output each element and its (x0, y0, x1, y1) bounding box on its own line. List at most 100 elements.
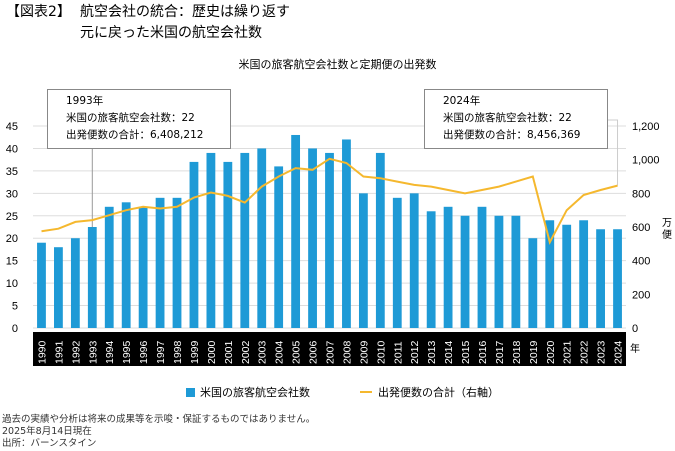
legend-item-bars: 米国の旅客航空会社数 (186, 384, 310, 400)
x-axis-tick: 2004 (274, 340, 286, 364)
bar-1996 (138, 206, 148, 328)
bar-1990 (37, 242, 46, 328)
bar-2024 (613, 229, 622, 328)
legend-bar-swatch (186, 387, 195, 397)
bar-2022 (579, 220, 589, 328)
x-axis-tick: 1992 (70, 340, 82, 364)
right-axis-tick: 1,000 (632, 155, 660, 167)
annotation-1993-departures: 出発便数の合計：6,408,212 (66, 129, 204, 141)
x-axis-tick: 1990 (36, 340, 48, 364)
right-axis-tick: 1,200 (632, 121, 660, 133)
x-axis-tick: 2012 (409, 340, 421, 364)
right-axis-tick: 800 (632, 188, 650, 200)
annotation-connector (608, 119, 619, 186)
x-axis-tick: 2023 (596, 340, 608, 364)
x-axis-tick: 2024 (613, 340, 625, 364)
bar-1994 (104, 206, 114, 328)
bar-2004 (274, 166, 284, 328)
departures-line (41, 157, 618, 245)
bar-2002 (240, 152, 250, 328)
left-axis-tick: 30 (6, 188, 18, 200)
bar-1998 (172, 197, 182, 328)
legend-bar-label: 米国の旅客航空会社数 (200, 386, 310, 399)
bar-1997 (155, 197, 165, 328)
x-axis-tick: 2013 (426, 340, 438, 364)
left-axis-tick: 25 (6, 211, 18, 223)
x-axis-tick: 2021 (562, 340, 574, 364)
bar-2008 (342, 139, 351, 328)
annotation-1993: 1993年 米国の旅客航空会社数：22 出発便数の合計：6,408,212 (47, 89, 231, 149)
right-axis-tick: 0 (632, 323, 638, 335)
x-axis-tick: 1999 (189, 340, 201, 364)
page-header: 【図表2】 航空会社の統合：歴史は繰り返す 元に戻った米国の航空会社数 (6, 2, 290, 44)
right-axis-tick: 400 (632, 256, 650, 268)
x-axis-tick: 2018 (511, 340, 523, 364)
bar-2006 (308, 148, 317, 328)
bar-2023 (596, 229, 605, 328)
annotation-1993-carriers: 米国の旅客航空会社数：22 (66, 112, 195, 124)
bar-2019 (528, 238, 538, 328)
bar-1992 (70, 238, 80, 328)
x-axis-tick: 1994 (104, 340, 116, 364)
right-axis-tick: 600 (632, 222, 650, 234)
bar-1995 (121, 202, 131, 328)
bar-1993 (87, 227, 97, 328)
legend-line-label: 出発便数の合計（右軸） (378, 386, 499, 399)
disclaimer: 過去の実績や分析は将来の成果等を示唆・保証するものではありません。 (2, 414, 316, 425)
x-axis-tick: 1998 (172, 340, 184, 364)
footer: 過去の実績や分析は将来の成果等を示唆・保証するものではありません。 2025年8… (2, 414, 315, 450)
x-axis-tick: 2002 (240, 340, 252, 364)
x-axis-tick: 2001 (223, 340, 235, 364)
header-title-line2: 元に戻った米国の航空会社数 (80, 25, 262, 41)
bar-2001 (223, 161, 233, 328)
bar-2010 (375, 152, 385, 328)
bar-2009 (358, 193, 368, 328)
as-of-date: 2025年8月14日現在 (2, 426, 92, 437)
x-axis-tick: 2016 (477, 340, 489, 364)
annotation-2024: 2024年 米国の旅客航空会社数：22 出発便数の合計：8,456,369 (424, 89, 608, 149)
bar-2003 (257, 148, 267, 328)
bar-2005 (291, 134, 301, 328)
x-axis-tick: 1995 (121, 340, 133, 364)
x-axis-tick: 1991 (53, 340, 65, 364)
bar-1991 (54, 247, 63, 328)
bar-2018 (511, 215, 521, 328)
x-axis-tick: 2005 (291, 340, 303, 364)
x-axis-tick: 2006 (308, 340, 320, 364)
x-axis-tick: 2010 (375, 340, 387, 364)
annotation-2024-title: 2024年 (443, 95, 481, 107)
x-axis-label: 年 (630, 344, 640, 355)
left-axis-tick: 35 (6, 166, 18, 178)
bar-2007 (325, 152, 334, 328)
bar-2012 (409, 193, 419, 328)
header-title-line1: 航空会社の統合：歴史は繰り返す (80, 4, 290, 20)
x-axis-tick: 2014 (443, 340, 455, 364)
x-axis-band (33, 332, 626, 366)
bar-2020 (545, 220, 555, 328)
left-axis-tick: 0 (12, 323, 18, 335)
chart-title: 米国の旅客航空会社数と定期便の出発数 (238, 58, 437, 71)
x-axis-tick: 1997 (155, 340, 167, 364)
x-axis-tick: 2009 (358, 340, 370, 364)
bar-2011 (392, 197, 402, 328)
x-axis-tick: 2017 (494, 340, 506, 364)
x-axis-tick: 2011 (392, 341, 404, 364)
annotation-2024-carriers: 米国の旅客航空会社数：22 (443, 112, 572, 124)
bar-2014 (443, 206, 453, 328)
left-axis-tick: 10 (6, 278, 18, 290)
x-axis-tick: 2022 (579, 340, 591, 364)
figure-tag: 【図表2】 (6, 4, 71, 20)
x-axis-tick: 1993 (87, 340, 99, 364)
bar-2013 (426, 211, 436, 328)
left-axis-tick: 40 (6, 143, 18, 155)
legend-line-swatch (360, 391, 372, 393)
bar-1999 (189, 161, 199, 328)
right-axis-unit-label: 万便 (662, 218, 672, 241)
x-axis-tick: 2007 (325, 340, 337, 364)
annotation-2024-departures: 出発便数の合計：8,456,369 (443, 129, 581, 141)
x-axis-tick: 2020 (545, 340, 557, 364)
bar-2015 (460, 215, 470, 328)
left-axis-tick: 15 (6, 256, 18, 268)
x-axis-tick: 2008 (341, 340, 353, 364)
legend-item-line: 出発便数の合計（右軸） (360, 384, 499, 400)
